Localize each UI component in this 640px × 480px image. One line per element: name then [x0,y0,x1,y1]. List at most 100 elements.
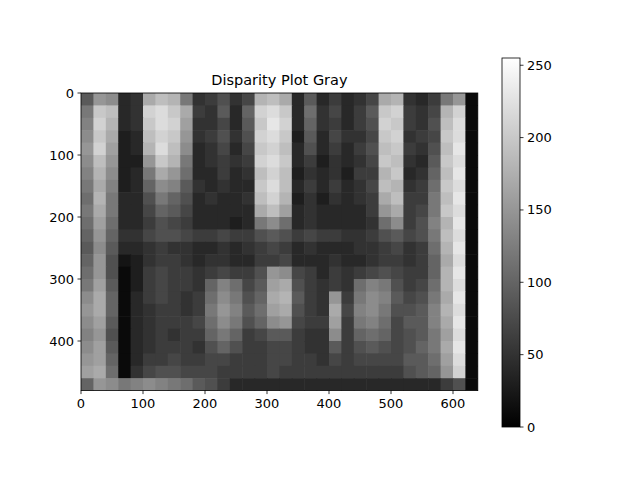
heatmap-cell [317,93,330,106]
heatmap-cell [391,316,404,329]
heatmap-cell [366,192,379,205]
heatmap-cell [168,366,181,379]
heatmap-cell [118,242,131,255]
heatmap-cell [329,254,342,267]
heatmap-cell [403,143,416,156]
heatmap-cell [242,316,255,329]
heatmap-cell [379,267,392,280]
heatmap-cell [106,366,119,379]
heatmap-cell [465,329,477,342]
heatmap-cell [106,180,119,193]
heatmap-cell [441,205,454,218]
heatmap-cell [317,341,330,354]
heatmap-cell [354,329,367,342]
heatmap-cell [168,316,181,329]
heatmap-cell [143,353,156,366]
heatmap-cell [428,155,441,168]
heatmap-cell [193,155,206,168]
heatmap-cell [279,143,292,156]
heatmap-cell [242,329,255,342]
heatmap-cell [106,341,119,354]
heatmap-cell [106,353,119,366]
heatmap-cell [317,242,330,255]
heatmap-cell [242,205,255,218]
heatmap-cell [379,279,392,292]
heatmap-cell [403,217,416,230]
heatmap-cell [329,267,342,280]
heatmap-cell [428,192,441,205]
heatmap-cell [143,118,156,131]
heatmap-cell [304,155,317,168]
heatmap-cell [193,304,206,317]
heatmap-cell [155,316,168,329]
heatmap-cell [354,242,367,255]
heatmap-cell [93,353,106,366]
chart-title: Disparity Plot Gray [211,72,348,88]
colorbar [502,58,520,427]
heatmap-cell [391,130,404,143]
heatmap-cell [391,205,404,218]
heatmap-cell [131,304,144,317]
heatmap-cell [292,316,305,329]
heatmap-cell [81,155,94,168]
heatmap-cell [465,316,477,329]
heatmap-cell [242,118,255,131]
heatmap-cell [106,316,119,329]
heatmap-cell [230,242,243,255]
heatmap-cell [354,93,367,106]
heatmap-cell [428,353,441,366]
heatmap-cell [441,93,454,106]
colorbar-tick [520,282,524,283]
heatmap-cell [217,353,230,366]
heatmap-cell [441,242,454,255]
heatmap-cell [279,353,292,366]
heatmap-cell [217,205,230,218]
plot-frame [81,93,478,391]
heatmap-cell [230,229,243,242]
heatmap-cell [168,93,181,106]
heatmap-cell [292,118,305,131]
heatmap-cell [453,316,466,329]
heatmap-cell [341,304,354,317]
heatmap-cell [416,143,429,156]
heatmap-cell [391,353,404,366]
heatmap-cell [217,143,230,156]
heatmap-cell [329,93,342,106]
heatmap-cell [217,217,230,230]
heatmap-cell [292,341,305,354]
x-tick [391,391,392,395]
heatmap-cell [168,267,181,280]
heatmap-cell [341,155,354,168]
heatmap-cell [230,378,243,390]
heatmap-cell [193,291,206,304]
heatmap-cell [366,304,379,317]
heatmap-cell [155,341,168,354]
colorbar-tick-label: 150 [527,202,552,217]
heatmap-cell [453,217,466,230]
heatmap-cell [93,254,106,267]
heatmap-cell [304,105,317,118]
heatmap-cell [441,267,454,280]
heatmap-cell [292,130,305,143]
heatmap-cell [292,242,305,255]
heatmap-cell [366,329,379,342]
heatmap-cell [242,242,255,255]
heatmap-cell [354,167,367,180]
heatmap-cell [118,366,131,379]
heatmap-cell [267,304,280,317]
heatmap-cell [366,267,379,280]
heatmap-cell [354,155,367,168]
heatmap-cell [106,118,119,131]
heatmap-cell [465,217,477,230]
heatmap-cell [279,118,292,131]
heatmap-cell [441,192,454,205]
heatmap-cell [441,353,454,366]
heatmap-cell [230,143,243,156]
heatmap-cell [428,378,441,390]
heatmap-cell [366,130,379,143]
heatmap-cell [366,205,379,218]
heatmap-cell [81,304,94,317]
heatmap-cell [217,229,230,242]
heatmap-cell [155,118,168,131]
heatmap-cell [292,267,305,280]
